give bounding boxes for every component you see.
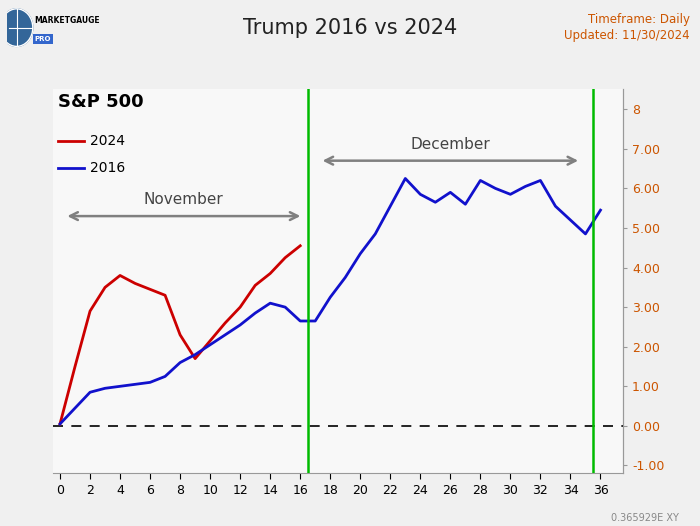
Text: Trump 2016 vs 2024: Trump 2016 vs 2024 (243, 18, 457, 38)
Text: 2024: 2024 (90, 134, 125, 148)
Text: December: December (410, 137, 490, 152)
Text: 2016: 2016 (90, 161, 125, 175)
Text: Updated: 11/30/2024: Updated: 11/30/2024 (564, 29, 690, 42)
Text: PRO: PRO (35, 36, 51, 42)
Text: November: November (144, 193, 224, 207)
Text: MARKETGAUGE: MARKETGAUGE (35, 16, 100, 25)
Circle shape (1, 9, 33, 46)
Text: 0.365929E XY: 0.365929E XY (611, 513, 679, 523)
Text: Timeframe: Daily: Timeframe: Daily (587, 13, 690, 26)
Text: S&P 500: S&P 500 (58, 93, 144, 112)
